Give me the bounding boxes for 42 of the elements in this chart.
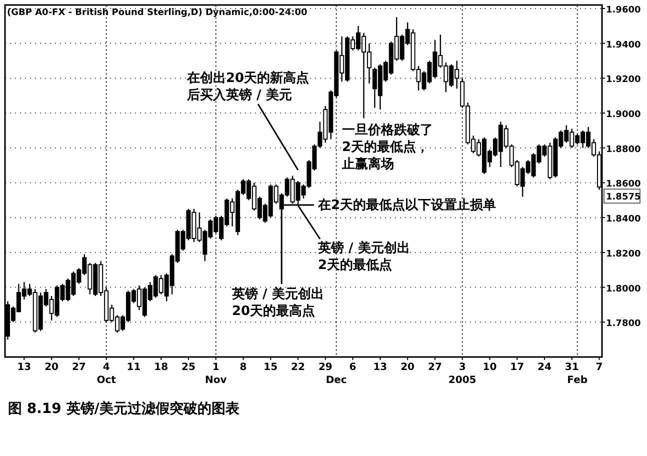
x-tick-label: 17 (510, 362, 524, 373)
x-tick-label: 6 (349, 362, 356, 373)
y-tick-label: 1.8400 (606, 214, 641, 225)
annotation: 一旦价格跌破了2天的最低点，止赢离场 (342, 123, 433, 172)
y-tick-label: 1.7800 (606, 319, 641, 330)
y-tick-label: 1.8200 (606, 249, 641, 260)
annotation: 在2天的最低点以下设置止损单 (317, 197, 496, 213)
x-tick-label: 1 Nov (204, 362, 228, 386)
annotation: 在2天的最低点以下设置止损单 (283, 198, 496, 213)
x-tick-label: 4 Oct (96, 362, 116, 386)
y-tick-label: 1.9000 (606, 110, 641, 120)
x-tick-label: 3 2005 (448, 362, 476, 386)
x-tick-label: 10 (482, 362, 497, 373)
x-tick-label: Feb (567, 375, 588, 386)
x-tick-label: Dec (326, 375, 347, 386)
x-tick-label: 13 (17, 362, 32, 373)
x-tick-label: 8 (240, 362, 247, 373)
x-tick-label: 15 (264, 362, 278, 373)
annotation: 在创出20天的新高点后买入英镑 / 美元 (186, 70, 310, 103)
x-tick-label: 27 (72, 362, 86, 373)
x-tick-label: 11 (126, 362, 141, 373)
x-tick-label: 27 (428, 362, 442, 373)
x-tick-label: 22 (291, 362, 306, 373)
y-tick-label: 1.8000 (606, 284, 641, 294)
x-tick-label: 20 (44, 362, 59, 373)
x-tick-label: 29 (318, 362, 332, 373)
annotation: 英镑 / 美元创出2天的最低点 (317, 240, 410, 273)
x-tick-label: 20 (400, 362, 415, 373)
x-tick-label: 13 (373, 362, 388, 373)
x-tick-label: 24 (538, 362, 552, 373)
caption: 图 8.19 英镑/美元过滤假突破的图表 (8, 400, 240, 417)
y-tick-label: 1.9200 (606, 75, 641, 86)
x-tick-label: 25 (182, 362, 196, 373)
x-tick-label: 31 (564, 362, 579, 373)
y-tick-label: 1.8800 (606, 144, 641, 155)
x-tick-label: 18 (154, 362, 168, 373)
x-tick-label: 7 (596, 362, 603, 373)
annotation: 在创出20天的新高点后买入英镑 / 美元 (187, 71, 310, 170)
y-tick-label: 1.9400 (606, 40, 641, 50)
annotation: 英镑 / 美元创出20天的最高点 (231, 286, 324, 319)
chart-title: (GBP A0-FX - British Pound Sterling,D) Dynamic,0:00-24:00 (7, 8, 308, 18)
y-tick-label: 1.9600 (606, 5, 641, 16)
